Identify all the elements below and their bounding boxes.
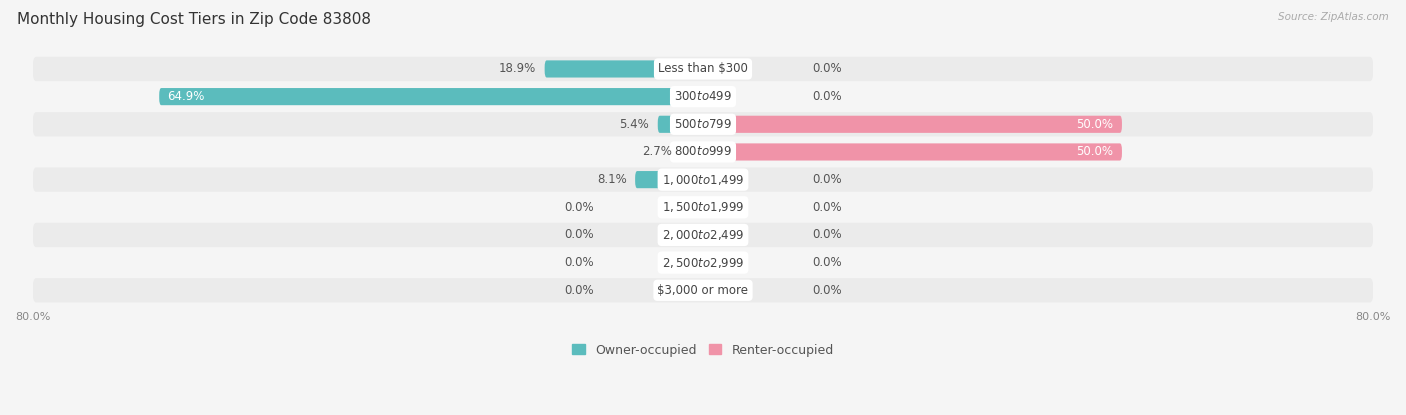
Text: $1,000 to $1,499: $1,000 to $1,499	[662, 173, 744, 187]
Legend: Owner-occupied, Renter-occupied: Owner-occupied, Renter-occupied	[572, 344, 834, 356]
Text: 0.0%: 0.0%	[811, 62, 842, 76]
FancyBboxPatch shape	[32, 278, 1374, 303]
Text: 0.0%: 0.0%	[564, 229, 595, 242]
FancyBboxPatch shape	[32, 251, 1374, 275]
FancyBboxPatch shape	[32, 84, 1374, 109]
Text: 0.0%: 0.0%	[564, 256, 595, 269]
Text: 64.9%: 64.9%	[167, 90, 205, 103]
FancyBboxPatch shape	[658, 116, 703, 133]
Text: 2.7%: 2.7%	[643, 145, 672, 159]
FancyBboxPatch shape	[32, 112, 1374, 137]
Text: $800 to $999: $800 to $999	[673, 145, 733, 159]
Text: 0.0%: 0.0%	[811, 201, 842, 214]
FancyBboxPatch shape	[681, 143, 703, 161]
FancyBboxPatch shape	[159, 88, 703, 105]
Text: 0.0%: 0.0%	[811, 173, 842, 186]
Text: $1,500 to $1,999: $1,500 to $1,999	[662, 200, 744, 214]
FancyBboxPatch shape	[32, 195, 1374, 220]
FancyBboxPatch shape	[32, 140, 1374, 164]
Text: 50.0%: 50.0%	[1077, 118, 1114, 131]
Text: $2,000 to $2,499: $2,000 to $2,499	[662, 228, 744, 242]
Text: 0.0%: 0.0%	[564, 284, 595, 297]
FancyBboxPatch shape	[32, 223, 1374, 247]
Text: 5.4%: 5.4%	[620, 118, 650, 131]
Text: $500 to $799: $500 to $799	[673, 118, 733, 131]
Text: Source: ZipAtlas.com: Source: ZipAtlas.com	[1278, 12, 1389, 22]
Text: 18.9%: 18.9%	[499, 62, 536, 76]
Text: 0.0%: 0.0%	[564, 201, 595, 214]
Text: Monthly Housing Cost Tiers in Zip Code 83808: Monthly Housing Cost Tiers in Zip Code 8…	[17, 12, 371, 27]
Text: $300 to $499: $300 to $499	[673, 90, 733, 103]
Text: $2,500 to $2,999: $2,500 to $2,999	[662, 256, 744, 270]
Text: 0.0%: 0.0%	[811, 256, 842, 269]
Text: 0.0%: 0.0%	[811, 284, 842, 297]
FancyBboxPatch shape	[32, 57, 1374, 81]
Text: 50.0%: 50.0%	[1077, 145, 1114, 159]
Text: Less than $300: Less than $300	[658, 62, 748, 76]
FancyBboxPatch shape	[636, 171, 703, 188]
FancyBboxPatch shape	[32, 167, 1374, 192]
FancyBboxPatch shape	[703, 116, 1122, 133]
Text: 0.0%: 0.0%	[811, 229, 842, 242]
Text: 8.1%: 8.1%	[598, 173, 627, 186]
FancyBboxPatch shape	[703, 143, 1122, 161]
Text: 0.0%: 0.0%	[811, 90, 842, 103]
Text: $3,000 or more: $3,000 or more	[658, 284, 748, 297]
FancyBboxPatch shape	[544, 60, 703, 78]
